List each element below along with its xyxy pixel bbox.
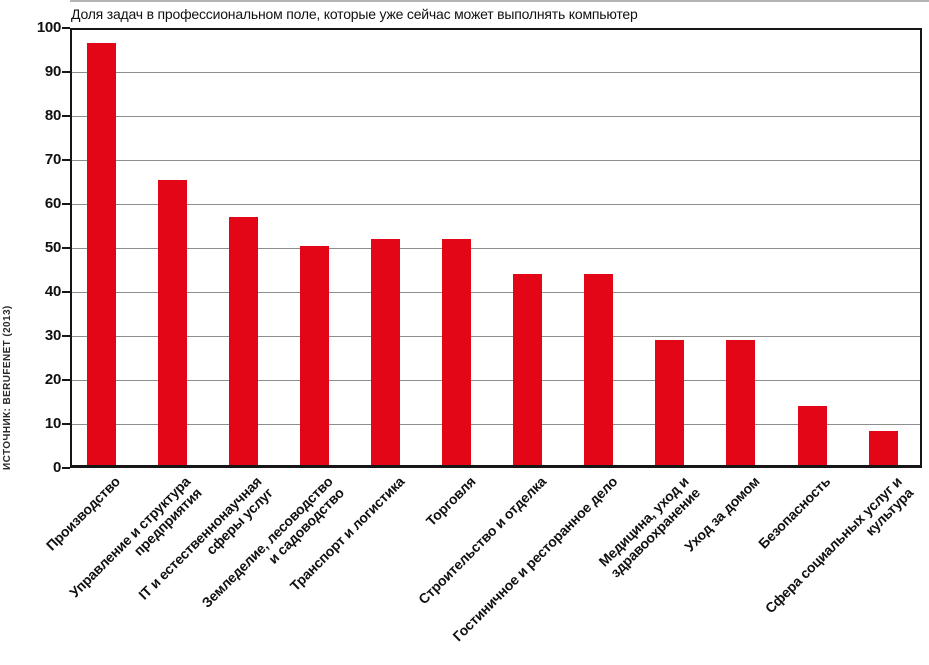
y-tick-label: 10 (44, 415, 61, 432)
y-axis-tick (62, 115, 70, 117)
x-axis-category-label: Гостиничное и ресторанное дело (449, 473, 621, 645)
gridline (70, 115, 922, 117)
chart-title: Доля задач в профессиональном поле, кото… (71, 6, 638, 22)
y-tick-label: 50 (44, 239, 61, 256)
y-tick-label: 100 (36, 19, 61, 36)
bar (726, 340, 756, 468)
bar (299, 245, 329, 468)
y-tick-label: 0 (52, 459, 61, 476)
y-tick-label: 20 (44, 371, 61, 388)
y-axis-tick (62, 379, 70, 381)
gridline (70, 423, 922, 425)
y-axis-tick (62, 71, 70, 73)
x-axis-category-label: Строительство и отделка (415, 473, 550, 608)
gridline (70, 71, 922, 73)
y-tick-label: 40 (44, 283, 61, 300)
y-axis-tick (62, 27, 70, 29)
y-axis-tick (62, 247, 70, 249)
gridline (70, 335, 922, 337)
gridline (70, 203, 922, 205)
x-axis-category-label: Сфера социальных услуг и культура (761, 473, 916, 617)
bar (157, 179, 187, 468)
y-axis-tick (62, 291, 70, 293)
gridline (70, 159, 922, 161)
bar (370, 239, 400, 468)
bar (797, 406, 827, 468)
y-axis-tick (62, 203, 70, 205)
y-tick-label: 70 (44, 151, 61, 168)
gridline (70, 379, 922, 381)
y-axis-tick (62, 423, 70, 425)
x-axis-category-label: Производство (42, 473, 123, 554)
bar (513, 274, 543, 468)
y-tick-label: 60 (44, 195, 61, 212)
y-tick-label: 30 (44, 327, 61, 344)
x-axis-category-label: Безопасность (755, 473, 834, 552)
bar (868, 430, 898, 468)
gridline (70, 247, 922, 249)
page-top-edge-line (70, 0, 929, 2)
y-tick-label: 80 (44, 107, 61, 124)
bar (86, 43, 116, 468)
x-axis-category-label: Торговля (422, 473, 479, 530)
y-axis-tick (62, 467, 70, 469)
y-axis-tick (62, 159, 70, 161)
bar (442, 239, 471, 468)
bar (655, 340, 685, 468)
bar (228, 217, 258, 468)
y-tick-label: 90 (44, 63, 61, 80)
y-axis-tick (62, 335, 70, 337)
gridline (70, 291, 922, 293)
bar (584, 274, 614, 468)
